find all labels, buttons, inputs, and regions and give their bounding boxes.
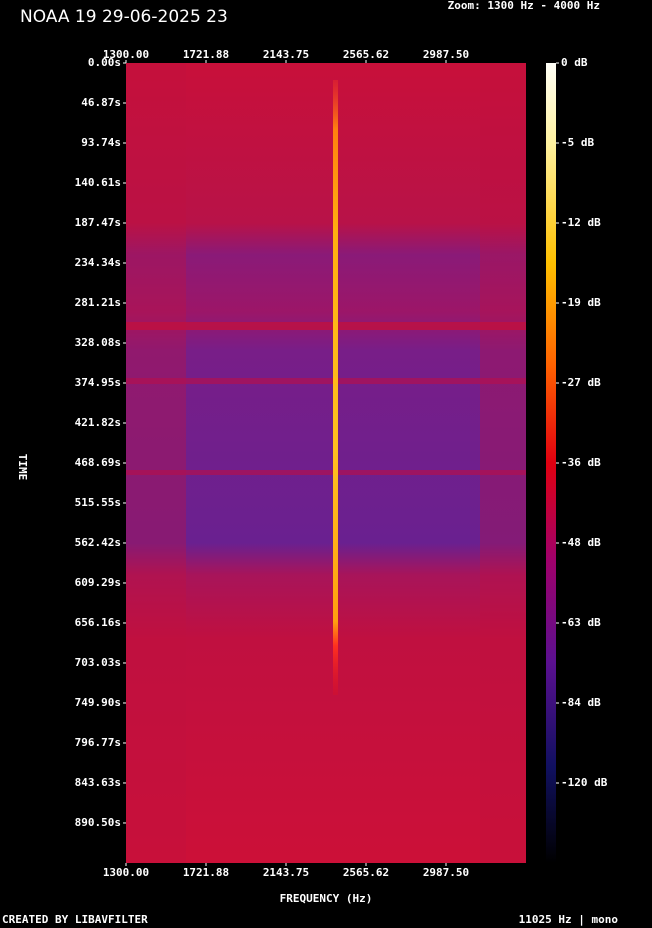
y-tick-label: 703.03s — [75, 656, 121, 669]
y-tick-label: 281.21s — [75, 296, 121, 309]
spectrogram-image — [126, 63, 526, 863]
y-tick-label: 890.50s — [75, 816, 121, 829]
colorbar-tick-label: 0 dB — [561, 56, 588, 69]
x-tick-label-bottom: 2565.62 — [343, 866, 389, 879]
y-tick-label: 843.63s — [75, 776, 121, 789]
x-tick-label-top: 1300.00 — [103, 48, 149, 61]
y-tick-label: 374.95s — [75, 376, 121, 389]
x-tick-label-top: 2987.50 — [423, 48, 469, 61]
chart-title: NOAA 19 29-06-2025 23 — [20, 7, 228, 27]
x-tick-label-bottom: 2987.50 — [423, 866, 469, 879]
x-tick-label-top: 2565.62 — [343, 48, 389, 61]
x-axis-label: FREQUENCY (Hz) — [280, 892, 373, 905]
y-tick-label: 656.16s — [75, 616, 121, 629]
y-tick-label: 421.82s — [75, 416, 121, 429]
y-tick-label: 562.42s — [75, 536, 121, 549]
colorbar-tick-label: -12 dB — [561, 216, 601, 229]
colorbar-tick-label: -19 dB — [561, 296, 601, 309]
colorbar-tick-label: -84 dB — [561, 696, 601, 709]
y-tick-label: 0.00s — [88, 56, 121, 69]
y-tick-label: 140.61s — [75, 176, 121, 189]
y-tick-label: 515.55s — [75, 496, 121, 509]
colorbar-tick-label: -5 dB — [561, 136, 594, 149]
zoom-label: Zoom: 1300 Hz - 4000 Hz — [448, 0, 600, 12]
x-tick-label-bottom: 2143.75 — [263, 866, 309, 879]
colorbar-tick-label: -27 dB — [561, 376, 601, 389]
y-tick-label: 328.08s — [75, 336, 121, 349]
y-tick-label: 187.47s — [75, 216, 121, 229]
x-tick-label-bottom: 1300.00 — [103, 866, 149, 879]
colorbar — [546, 63, 556, 863]
y-tick-label: 468.69s — [75, 456, 121, 469]
y-tick-label: 609.29s — [75, 576, 121, 589]
y-tick-label: 46.87s — [81, 96, 121, 109]
y-tick-label: 749.90s — [75, 696, 121, 709]
x-tick-label-top: 2143.75 — [263, 48, 309, 61]
colorbar-tick-label: -120 dB — [561, 776, 608, 789]
y-axis-label: TIME — [16, 454, 29, 481]
x-tick-label-top: 1721.88 — [183, 48, 229, 61]
colorbar-tick-label: -63 dB — [561, 616, 601, 629]
y-tick-label: 796.77s — [75, 736, 121, 749]
x-tick-label-bottom: 1721.88 — [183, 866, 229, 879]
colorbar-tick-label: -36 dB — [561, 456, 601, 469]
footer-right: 11025 Hz | mono — [519, 913, 619, 926]
y-tick-label: 93.74s — [81, 136, 121, 149]
colorbar-tick-label: -48 dB — [561, 536, 601, 549]
y-tick-label: 234.34s — [75, 256, 121, 269]
footer-left: CREATED BY LIBAVFILTER — [2, 913, 148, 926]
